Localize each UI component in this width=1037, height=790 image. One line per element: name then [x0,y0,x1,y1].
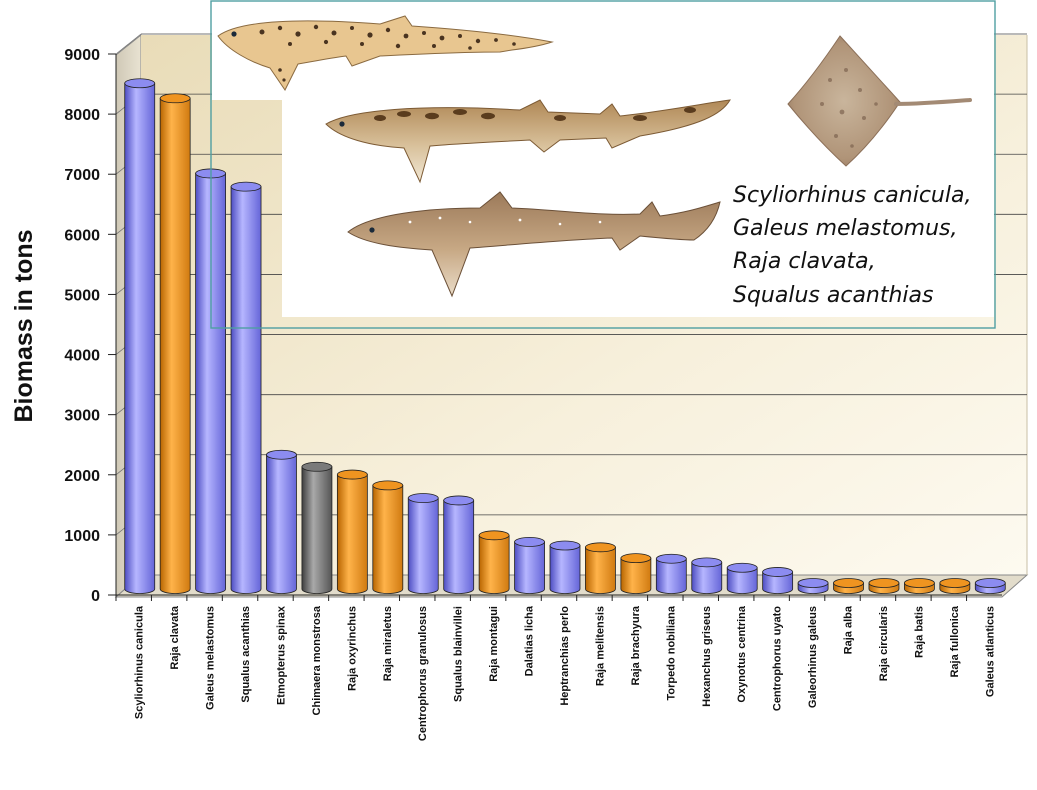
x-tick-label: Heptranchias perlo [559,606,571,706]
bar [230,181,262,594]
bar [868,578,900,594]
blackmouth-catshark-illustration [325,99,731,184]
x-tick-label: Squalus acanthias [240,606,252,703]
y-axis-label: Biomass in tons [10,229,38,422]
thornback-ray-illustration [787,35,972,167]
x-tick-label: Galeus atlanticus [984,606,996,697]
bar [478,530,510,594]
species-list-line-4: Squalus acanthias [733,283,934,308]
y-tick-label: 4000 [64,348,100,365]
x-tick-label: Etmopterus spinax [275,605,287,705]
x-tick-label: Raja clavata [169,605,181,669]
y-tick-label: 6000 [64,227,100,244]
species-list-line-1: Scyliorhinus canicula, [733,183,971,208]
bar [762,567,794,594]
species-list-line-2: Galeus melastomus, [733,216,958,241]
bar [549,540,581,594]
x-tick-label: Chimaera monstrosa [311,605,323,715]
x-tick-label: Raja alba [843,605,855,654]
bar [797,578,829,594]
bar [655,553,687,594]
bar [691,557,723,594]
bar [974,578,1006,594]
bar [443,495,475,594]
x-tick-label: Squalus blainvillei [453,606,465,702]
y-tick-label: 7000 [64,167,100,184]
x-tick-label: Hexanchus griseus [701,606,713,707]
y-tick-label: 1000 [64,528,100,545]
y-tick-label: 5000 [64,287,100,304]
x-tick-label: Torpedo nobiliana [665,605,677,700]
x-tick-label: Galeus melastomus [205,606,217,710]
x-tick-label: Raja fullonica [949,605,961,677]
y-tick-label: 2000 [64,468,100,485]
x-tick-label: Raja batis [913,606,925,658]
x-tick-label: Raja melitensis [594,606,606,686]
x-tick-label: Raja circularis [878,606,890,681]
x-tick-label: Centrophorus uyato [772,606,784,711]
bar [620,553,652,594]
y-tick-label: 3000 [64,408,100,425]
bar [939,578,971,594]
inset-border [210,0,996,329]
x-tick-label: Raja miraletus [382,606,394,681]
y-tick-label: 9000 [64,47,100,64]
bar [407,493,439,594]
bar [904,578,935,594]
bar [833,578,864,594]
bar [726,562,758,594]
bar [124,78,156,594]
gridline-side [115,33,142,55]
bar [336,469,368,594]
x-tick-label: Galeorhinus galeus [807,606,819,708]
x-tick-label: Scyliorhinus canicula [134,605,146,719]
spiny-dogfish-illustration [347,191,721,298]
bar [301,461,333,594]
y-tick-label: 8000 [64,107,100,124]
species-list-line-3: Raja clavata, [733,249,876,274]
bar [159,93,191,594]
bar [514,537,545,594]
bar [372,480,404,594]
species-inset: Scyliorhinus canicula, Galeus melastomus… [210,0,996,329]
x-tick-label: Dalatias licha [524,605,536,676]
bar [266,449,297,594]
x-tick-label: Raja oxyrinchus [346,606,358,691]
x-tick-label: Raja montagui [488,606,500,682]
y-tick-label: 0 [91,588,100,605]
bar [585,542,616,594]
x-tick-label: Raja brachyura [630,605,642,685]
x-tick-label: Centrophorus granulosus [417,606,429,741]
x-tick-label: Oxynotus centrina [736,605,748,702]
spotted-catshark-illustration [217,15,554,91]
